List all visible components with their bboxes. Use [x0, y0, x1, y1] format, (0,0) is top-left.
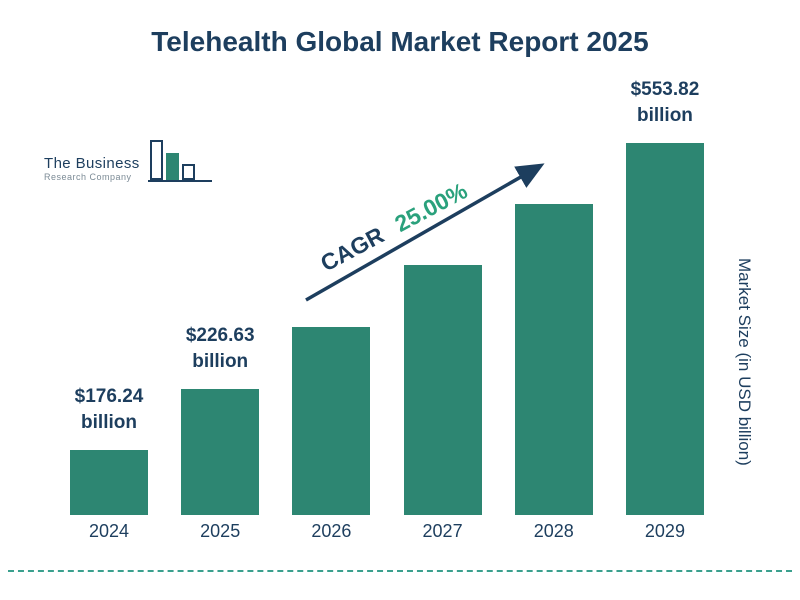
- page-title: Telehealth Global Market Report 2025: [151, 26, 649, 57]
- bar-column: [292, 327, 371, 515]
- logo-bar-outline-short: [181, 164, 195, 180]
- bottom-dashed-divider: [8, 570, 792, 572]
- bar-column: $553.82 billion: [625, 77, 704, 515]
- y-axis-label: Market Size (in USD billion): [735, 258, 754, 466]
- bar: [292, 327, 371, 515]
- x-axis-label: 2026: [311, 521, 352, 541]
- company-logo-text: The Business Research Company: [44, 155, 140, 188]
- x-axis-label: 2027: [422, 521, 463, 541]
- logo-bar-outline-tall: [149, 140, 163, 180]
- x-axis-row: 2024 2025 2026 2027 2028 2029: [70, 521, 704, 542]
- bar: [181, 389, 260, 515]
- bar: [70, 450, 148, 515]
- bar-column: [403, 265, 482, 515]
- x-axis-label: 2024: [88, 521, 130, 541]
- bar-value-label: $553.82 billion: [630, 78, 700, 127]
- bar-column: [514, 204, 593, 515]
- bar: [514, 204, 593, 515]
- bar-value-label: $226.63 billion: [185, 324, 255, 373]
- company-logo: The Business Research Company: [44, 138, 216, 188]
- bar: [625, 143, 704, 515]
- bar-chart: $176.24 billion $226.63 billion $553.82 billi…: [70, 70, 704, 515]
- x-axis-label: 2028: [533, 521, 574, 541]
- x-axis-label: 2029: [644, 521, 685, 541]
- logo-baseline: [147, 180, 212, 182]
- company-name: The Business: [44, 155, 140, 172]
- bar-column: $176.24 billion: [70, 384, 148, 515]
- company-subname: Research Company: [44, 172, 132, 182]
- bar-value-label: $176.24 billion: [74, 385, 144, 434]
- x-axis-label: 2025: [200, 521, 241, 541]
- logo-bars-icon: [147, 138, 216, 188]
- bar: [403, 265, 482, 515]
- logo-bar-filled: [165, 153, 179, 180]
- bar-column: $226.63 billion: [181, 323, 260, 515]
